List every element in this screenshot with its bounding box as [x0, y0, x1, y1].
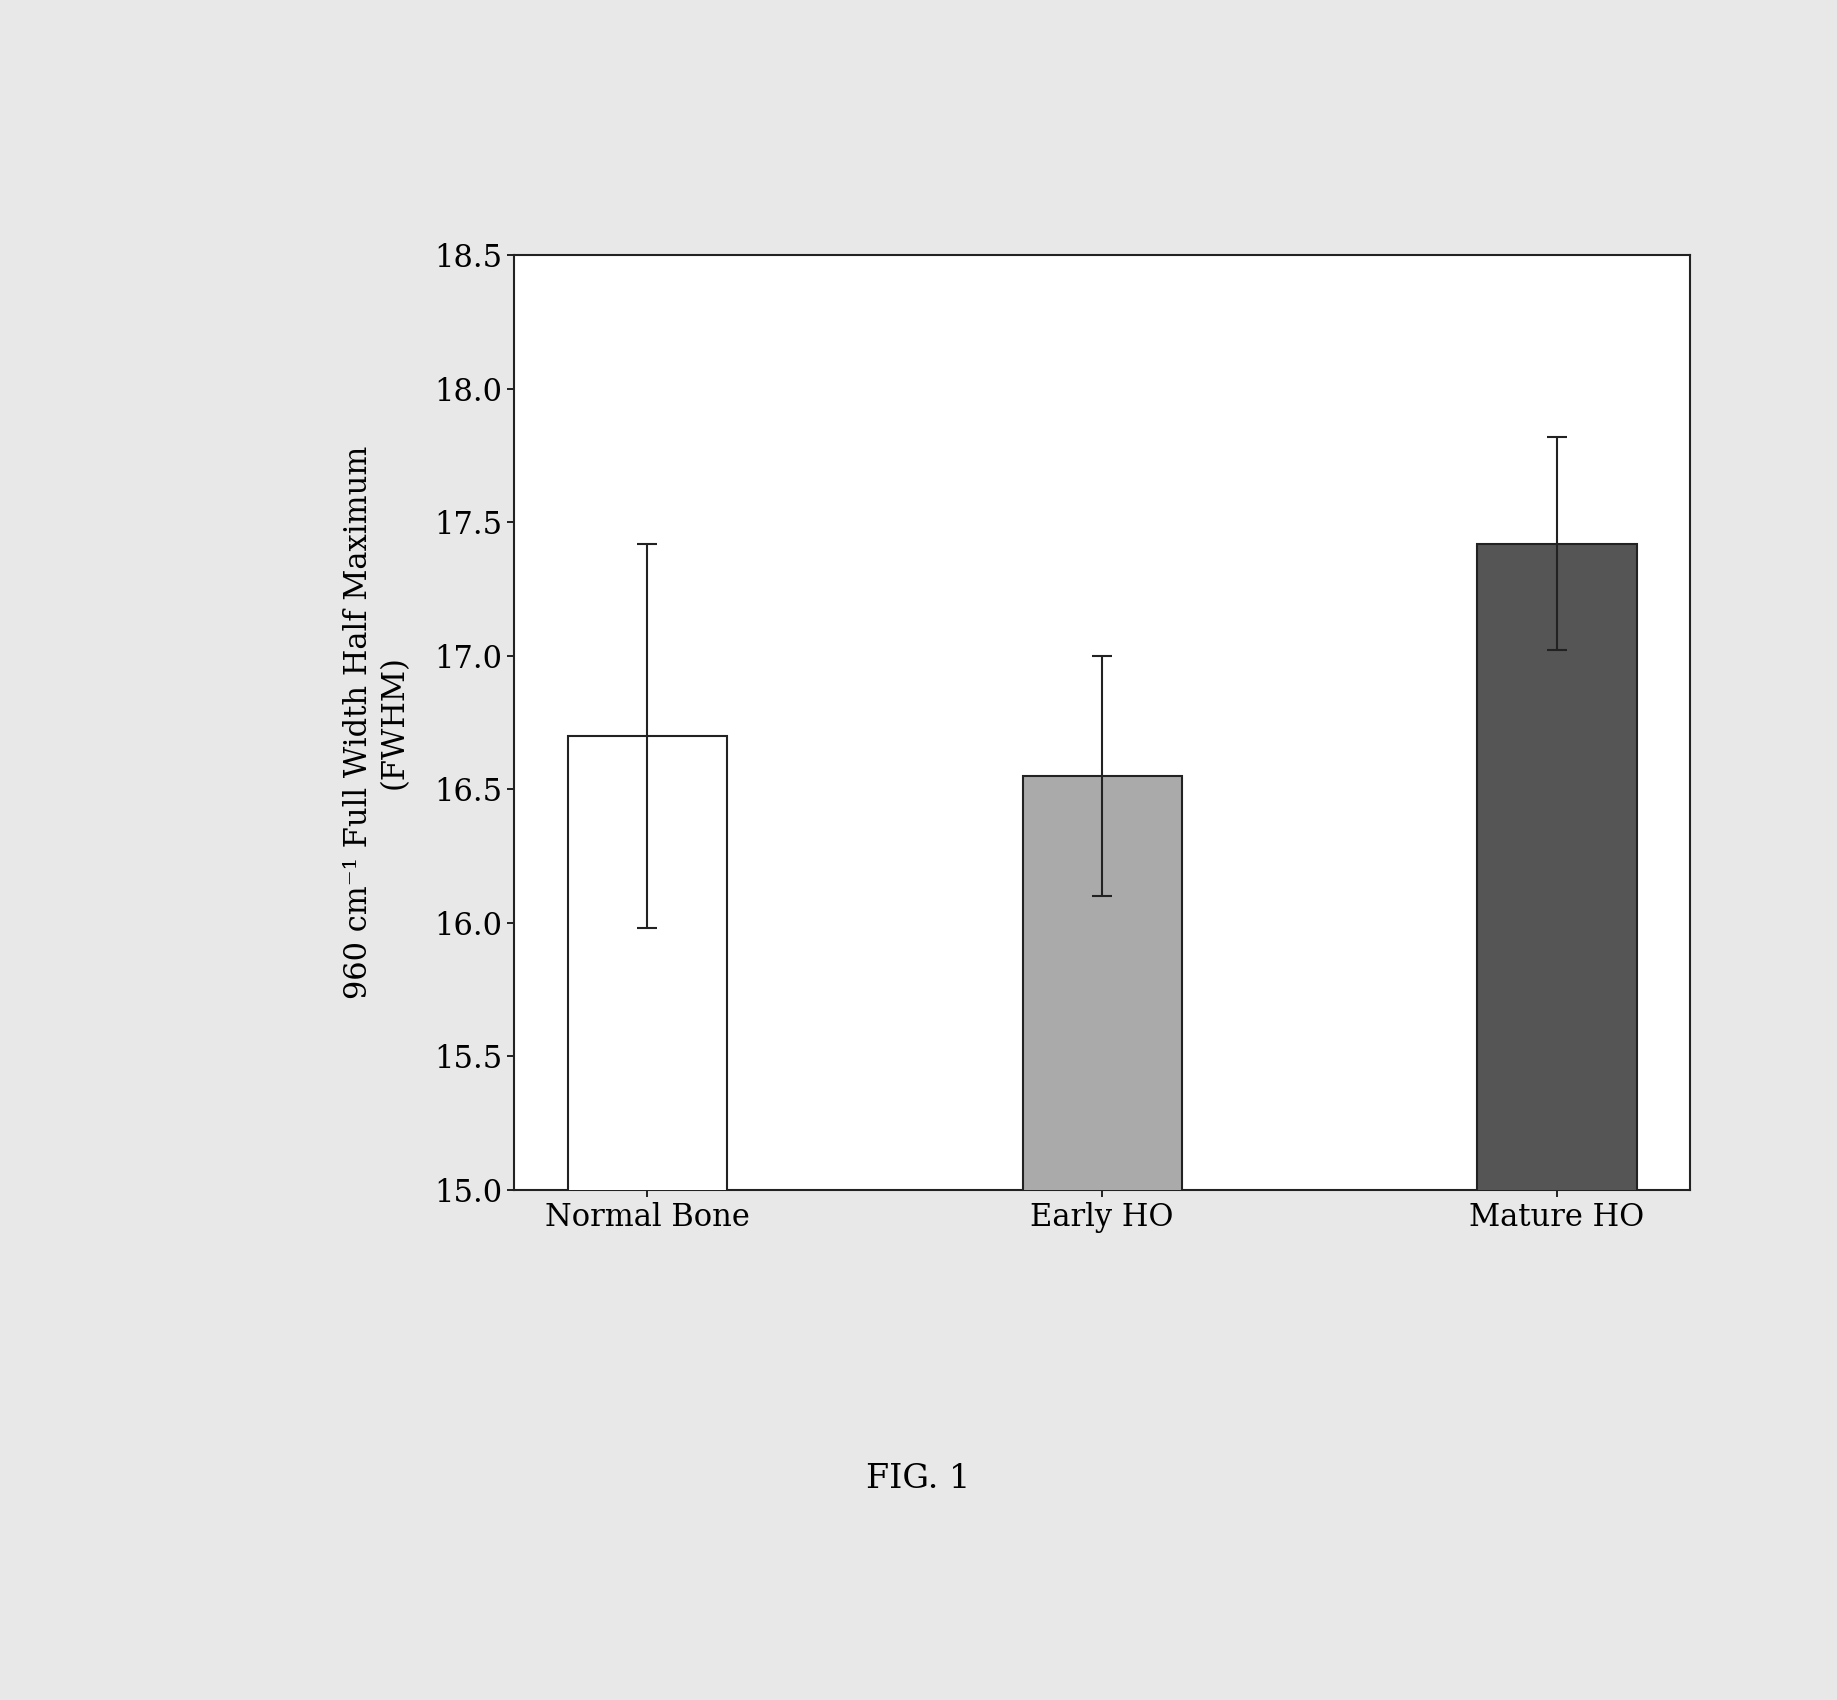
Bar: [568, 736, 727, 1700]
Text: FIG. 1: FIG. 1: [867, 1464, 970, 1494]
Y-axis label: 960 cm⁻¹ Full Width Half Maximum
(FWHM): 960 cm⁻¹ Full Width Half Maximum (FWHM): [342, 445, 410, 1000]
Bar: [1023, 775, 1181, 1700]
Bar: [1477, 544, 1637, 1700]
